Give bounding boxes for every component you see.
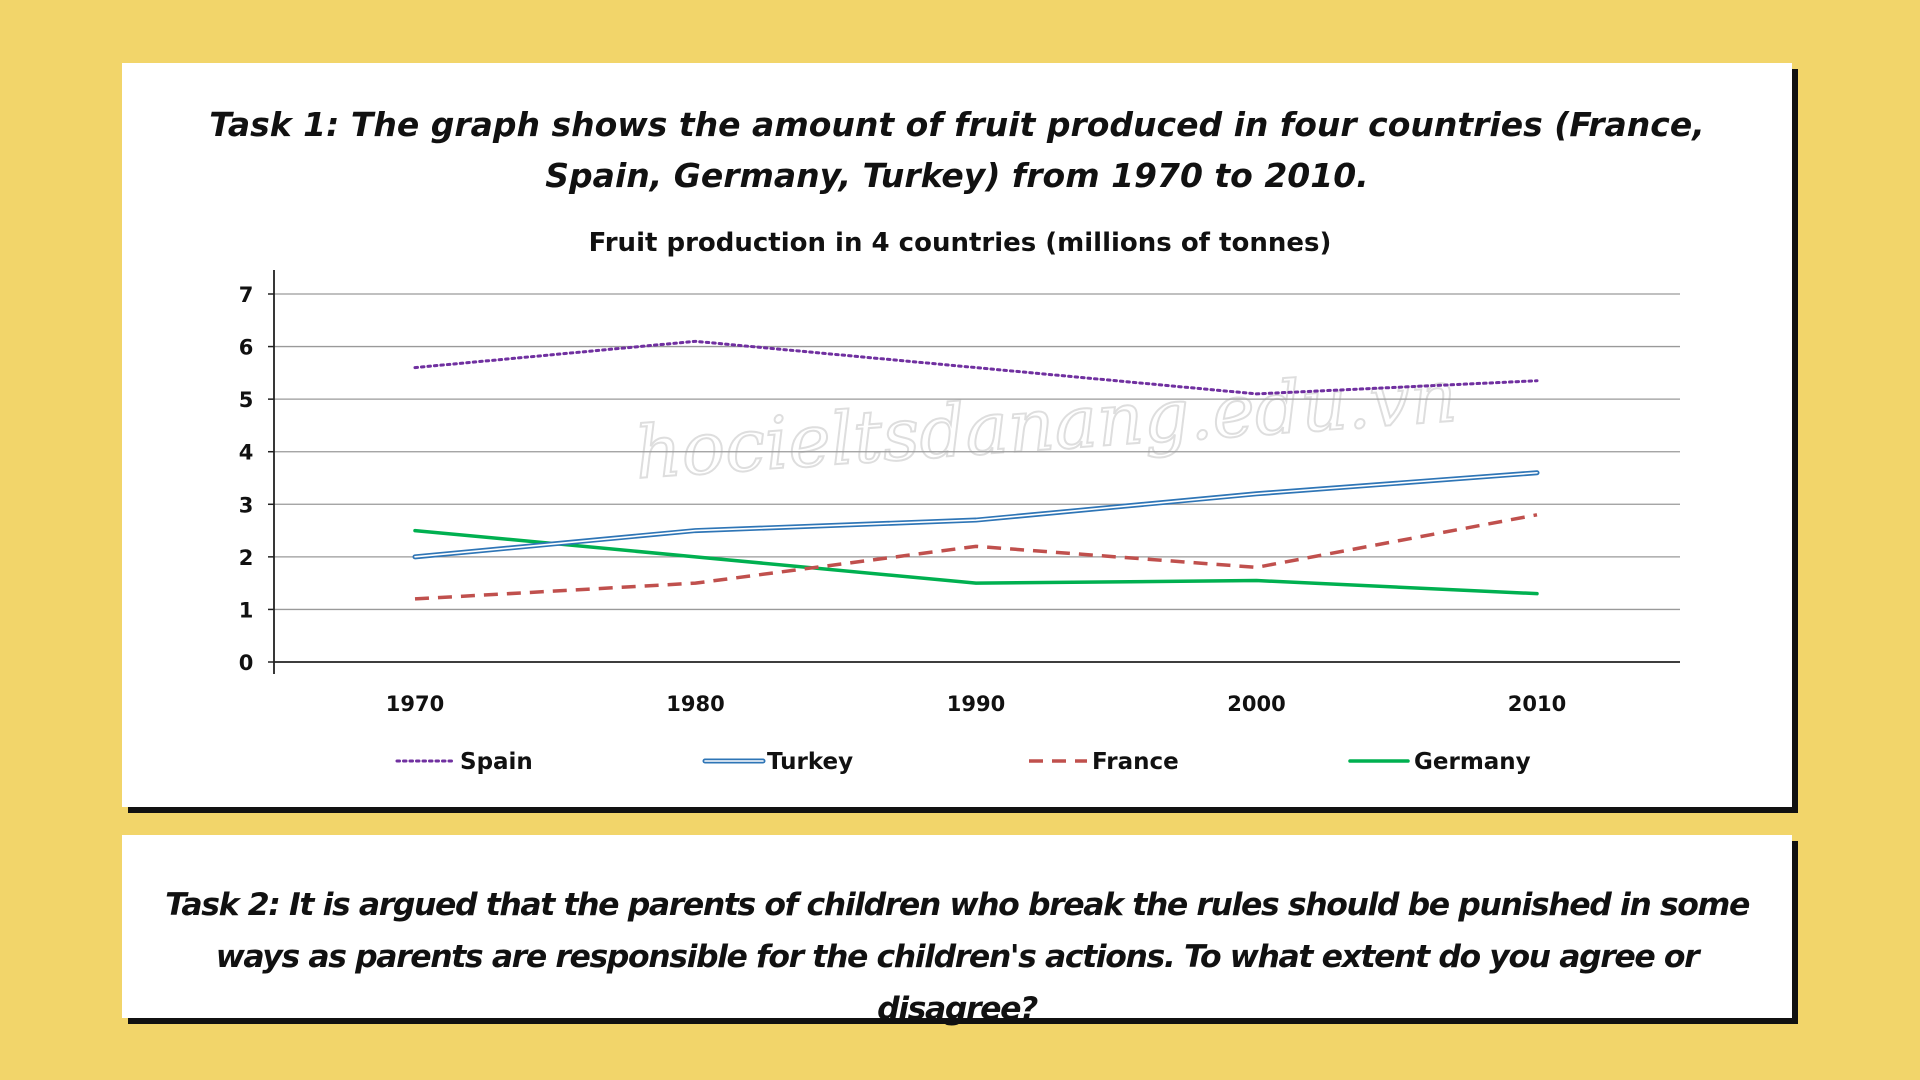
y-tick-label: 7 <box>239 283 254 307</box>
legend-label-spain: Spain <box>460 749 533 775</box>
y-tick-label: 1 <box>239 598 254 622</box>
axes: 0 1 2 3 4 5 6 7 1970 1980 1990 2000 2010 <box>239 270 1680 716</box>
task2-card: Task 2: It is argued that the parents of… <box>122 835 1792 1027</box>
y-tick-label: 3 <box>239 493 254 517</box>
x-tick-label: 2010 <box>1508 692 1566 716</box>
series-france-line <box>414 513 1538 601</box>
x-tick-label: 1990 <box>947 692 1005 716</box>
legend-label-france: France <box>1092 749 1179 775</box>
line-chart: Fruit production in 4 countries (million… <box>239 228 1680 775</box>
y-tick-label: 0 <box>239 651 254 675</box>
series-germany-line <box>413 528 1539 596</box>
gridlines <box>274 293 1680 611</box>
y-tick-label: 5 <box>239 388 254 412</box>
y-tick-label: 2 <box>239 546 254 570</box>
legend-label-turkey: Turkey <box>767 749 853 775</box>
task1-prompt: Task 1: The graph shows the amount of fr… <box>122 99 1792 201</box>
series-spain-line <box>413 339 1539 396</box>
task2-text: It is argued that the parents of childre… <box>215 887 1751 1027</box>
x-tick-label: 1980 <box>666 692 724 716</box>
y-tick-label: 6 <box>239 336 254 360</box>
task2-lead: Task 2: <box>165 887 281 923</box>
x-tick-label: 2000 <box>1227 692 1285 716</box>
y-tick-label: 4 <box>239 441 254 465</box>
task1-lead: Task 1: <box>209 105 340 144</box>
series-lines <box>412 339 1540 601</box>
task1-card: Task 1: The graph shows the amount of fr… <box>122 63 1792 807</box>
chart-title: Fruit production in 4 countries (million… <box>589 228 1332 258</box>
task2-prompt: Task 2: It is argued that the parents of… <box>122 879 1792 1035</box>
series-turkey-line-inner <box>414 471 1538 558</box>
task1-text: The graph shows the amount of fruit prod… <box>350 105 1705 195</box>
legend-label-germany: Germany <box>1414 749 1531 775</box>
x-tick-label: 1970 <box>386 692 444 716</box>
legend: Spain Turkey France Germany <box>395 749 1531 775</box>
